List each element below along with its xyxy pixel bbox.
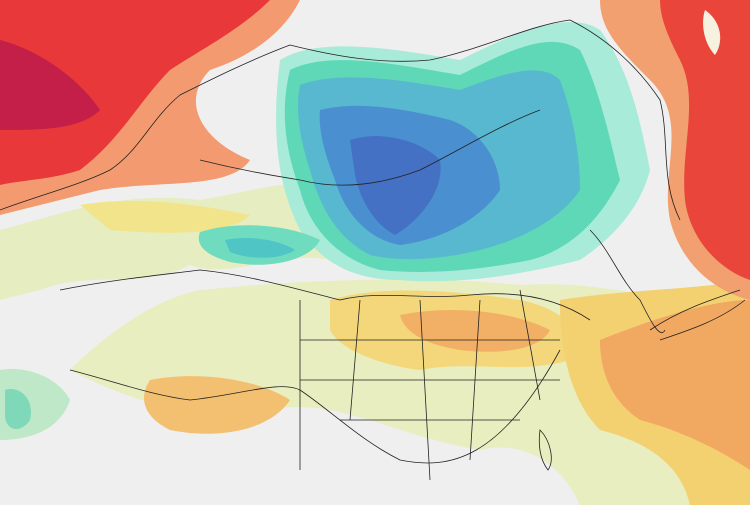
red-north-west <box>0 0 270 185</box>
border-line <box>59 269 591 321</box>
light-green-area <box>0 183 330 300</box>
border-line <box>69 349 561 464</box>
province-line <box>299 289 541 481</box>
pale-spot <box>703 10 721 55</box>
teal-west-core <box>225 238 295 258</box>
border-line <box>0 19 681 221</box>
yellow-area <box>80 200 250 233</box>
orange-south-west <box>144 376 290 434</box>
coast-line <box>649 289 746 341</box>
orange-band <box>400 310 550 352</box>
border-line <box>199 109 541 186</box>
dark-blue-area <box>350 136 441 235</box>
teal-spot <box>5 389 31 430</box>
island-outline <box>538 429 552 471</box>
province-line <box>300 339 560 421</box>
coast-line <box>589 229 666 333</box>
red-north-east <box>660 0 750 280</box>
orange-east <box>600 300 750 470</box>
dark-red-north-west <box>0 40 100 130</box>
